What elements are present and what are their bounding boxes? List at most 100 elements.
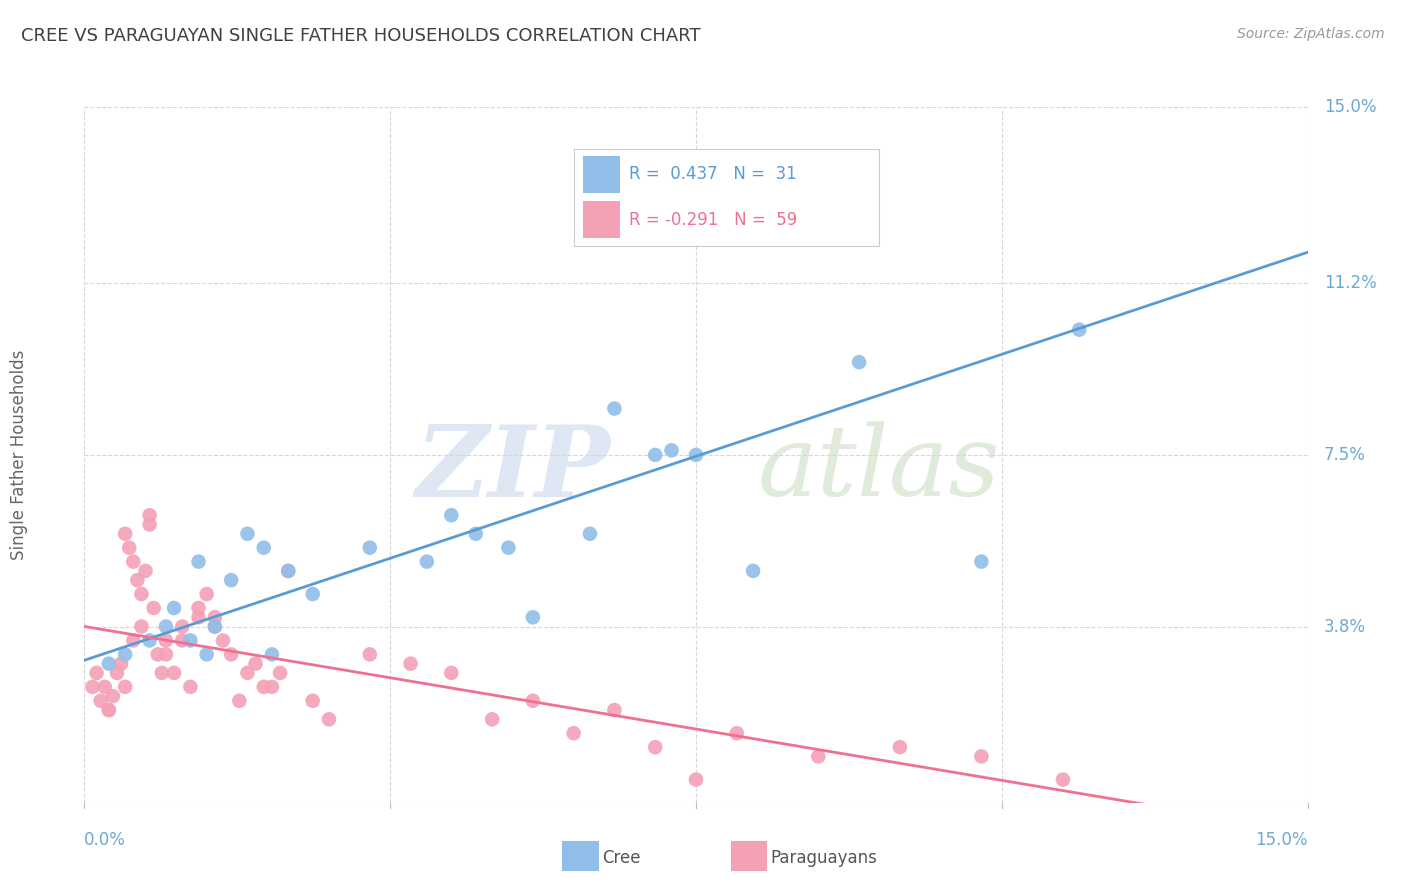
Point [245, 657, 267, 671]
Point [97, 657, 120, 671]
Text: 0.0%: 0.0% [84, 830, 127, 848]
Point [260, 648, 283, 662]
Point [661, 443, 683, 458]
Point [187, 555, 209, 569]
Point [440, 508, 463, 523]
Point [163, 665, 186, 680]
Point [399, 657, 422, 671]
Point [644, 448, 666, 462]
Point [187, 610, 209, 624]
Point [219, 573, 242, 587]
Point [86, 665, 108, 680]
Point [118, 541, 141, 555]
Point [122, 633, 145, 648]
Point [228, 694, 250, 708]
Point [236, 665, 259, 680]
Point [114, 526, 136, 541]
Point [1052, 772, 1074, 787]
Text: atlas: atlas [758, 421, 1000, 516]
Point [498, 541, 520, 555]
Point [122, 555, 145, 569]
Point [522, 694, 544, 708]
Point [204, 610, 226, 624]
Point [131, 587, 153, 601]
Point [579, 526, 602, 541]
Point [277, 564, 299, 578]
Text: 7.5%: 7.5% [1324, 446, 1365, 464]
Point [97, 703, 120, 717]
Text: Paraguayans: Paraguayans [770, 849, 877, 867]
Point [644, 740, 666, 755]
Point [163, 601, 186, 615]
Point [138, 508, 160, 523]
Point [481, 712, 503, 726]
Text: 15.0%: 15.0% [1324, 98, 1376, 116]
Point [219, 648, 242, 662]
Point [603, 401, 626, 416]
Point [603, 703, 626, 717]
Text: Single Father Households: Single Father Households [10, 350, 28, 560]
Point [1116, 77, 1139, 91]
Point [889, 740, 911, 755]
Point [318, 712, 340, 726]
Point [146, 648, 169, 662]
Point [179, 633, 201, 648]
Point [970, 555, 993, 569]
Text: Source: ZipAtlas.com: Source: ZipAtlas.com [1237, 27, 1385, 41]
Point [807, 749, 830, 764]
Text: ZIP: ZIP [415, 421, 610, 517]
Point [359, 648, 381, 662]
Point [359, 541, 381, 555]
Point [260, 680, 283, 694]
Point [90, 694, 112, 708]
Point [416, 555, 439, 569]
Point [138, 633, 160, 648]
Point [742, 564, 765, 578]
Point [93, 680, 115, 694]
Point [195, 648, 218, 662]
Point [464, 526, 486, 541]
Point [82, 680, 104, 694]
Point [685, 772, 707, 787]
Point [269, 665, 291, 680]
Point [105, 665, 128, 680]
Point [155, 648, 177, 662]
Point [195, 587, 218, 601]
Point [277, 564, 299, 578]
Point [150, 665, 173, 680]
Point [1069, 323, 1091, 337]
Point [138, 517, 160, 532]
Point [97, 703, 120, 717]
Point [848, 355, 870, 369]
Point [187, 601, 209, 615]
Point [172, 619, 194, 633]
Point [562, 726, 585, 740]
Point [301, 694, 323, 708]
Point [155, 619, 177, 633]
Text: Cree: Cree [602, 849, 640, 867]
Point [142, 601, 165, 615]
Point [110, 657, 132, 671]
Point [685, 448, 707, 462]
Point [253, 541, 276, 555]
Text: CREE VS PARAGUAYAN SINGLE FATHER HOUSEHOLDS CORRELATION CHART: CREE VS PARAGUAYAN SINGLE FATHER HOUSEHO… [21, 27, 700, 45]
Text: 11.2%: 11.2% [1324, 275, 1376, 293]
Point [522, 610, 544, 624]
Text: 15.0%: 15.0% [1256, 830, 1308, 848]
Point [155, 633, 177, 648]
Point [101, 689, 124, 703]
Point [970, 749, 993, 764]
Point [236, 526, 259, 541]
Point [440, 665, 463, 680]
Text: 3.8%: 3.8% [1324, 617, 1365, 635]
Point [135, 564, 157, 578]
Point [127, 573, 149, 587]
Point [172, 633, 194, 648]
Point [179, 680, 201, 694]
Point [204, 619, 226, 633]
Point [131, 619, 153, 633]
Point [212, 633, 235, 648]
Point [301, 587, 323, 601]
Point [204, 619, 226, 633]
Point [114, 648, 136, 662]
